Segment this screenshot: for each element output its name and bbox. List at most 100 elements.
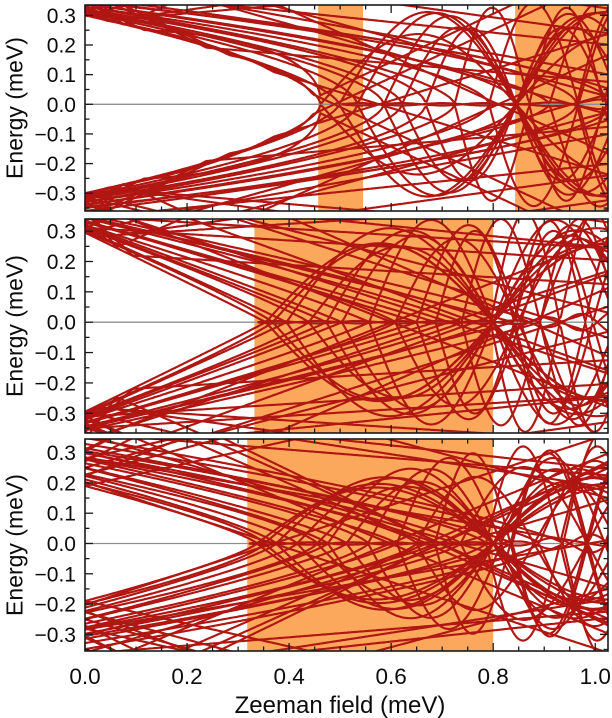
axis-ticks	[84, 5, 608, 211]
energy-level-curve	[100, 5, 608, 106]
energy-level-curve	[257, 319, 608, 333]
y-tick-label: 0.3	[47, 221, 76, 244]
energy-level-curve	[87, 542, 608, 651]
energy-level-curves	[85, 5, 608, 211]
energy-level-curve	[85, 321, 608, 418]
panel-frame	[84, 4, 609, 212]
energy-level-curve	[92, 103, 608, 211]
energy-level-curve	[85, 219, 608, 239]
energy-level-curve	[104, 103, 565, 211]
energy-level-curve	[257, 312, 608, 325]
energy-level-curve	[190, 103, 608, 211]
y-axis-label-panel-1: Energy (meV)	[1, 37, 28, 179]
energy-level-curve	[85, 219, 608, 324]
y-tick-label: 0.1	[47, 281, 76, 304]
panel-2: 0.3 0.2 0.1 0.0 −0.1 −0.2 −0.3	[35, 218, 609, 434]
energy-level-curves	[85, 219, 608, 433]
y-tick-label: −0.1	[35, 563, 76, 586]
energy-level-curve	[187, 219, 608, 323]
energy-level-curve	[105, 610, 608, 651]
y-tick-label: 0.1	[47, 503, 76, 526]
y-tick-label: −0.1	[35, 342, 76, 365]
energy-level-curve	[85, 542, 608, 631]
energy-level-curve	[85, 618, 200, 651]
energy-level-curve	[85, 321, 608, 433]
energy-level-curve	[85, 359, 608, 433]
energy-level-curve	[85, 227, 608, 323]
energy-level-curve	[85, 5, 608, 105]
energy-level-curve	[85, 394, 608, 430]
y-tick-label: 0.3	[47, 442, 76, 465]
energy-level-curve	[237, 395, 608, 433]
energy-level-curve	[85, 439, 608, 545]
energy-level-curve	[85, 542, 608, 651]
energy-level-curve	[85, 442, 608, 544]
y-tick-label: −0.3	[35, 624, 76, 647]
energy-level-curve	[85, 12, 608, 106]
energy-level-curve	[85, 5, 608, 98]
y-tick-label: 0.3	[47, 5, 76, 28]
energy-level-curve	[85, 542, 608, 651]
energy-level-curve	[85, 406, 497, 433]
energy-level-curve	[85, 226, 608, 262]
y-tick-label: 0.0	[47, 312, 76, 335]
energy-level-curve	[85, 104, 608, 208]
energy-level-curve	[115, 219, 608, 250]
energy-level-curve	[120, 5, 549, 106]
energy-level-curve	[85, 219, 381, 238]
energy-level-curve	[85, 405, 608, 433]
energy-level-curve	[216, 5, 608, 46]
y-tick-label: 0.2	[47, 472, 76, 495]
energy-level-curve	[312, 219, 608, 249]
energy-level-curve	[90, 219, 608, 286]
energy-level-curve	[97, 439, 608, 545]
energy-level-curve	[85, 439, 608, 545]
x-tick-label: 0.4	[273, 664, 304, 689]
energy-level-curve	[85, 187, 383, 211]
energy-level-curve	[85, 5, 608, 105]
energy-level-curves	[85, 439, 608, 651]
y-tick-label: −0.2	[35, 594, 76, 617]
y-tick-label: −0.3	[35, 183, 76, 206]
energy-level-curve	[85, 542, 607, 651]
energy-level-curve	[85, 110, 608, 211]
energy-level-curve	[111, 5, 608, 83]
x-tick-label: 1.0	[580, 664, 611, 689]
x-axis-label: Zeeman field (meV)	[234, 692, 446, 718]
energy-level-curve	[341, 102, 608, 111]
energy-level-curve	[323, 439, 608, 471]
energy-level-curve	[85, 5, 608, 22]
energy-level-curve	[295, 616, 608, 651]
panel-3: 0.3 0.2 0.1 0.0 −0.1 −0.2 −0.3 0.0 0.2 0.4 0.6 0.8 1…	[35, 438, 611, 689]
x-tick-label: 0.2	[171, 664, 202, 689]
y-tick-label: −0.1	[35, 123, 76, 146]
energy-level-curve	[85, 112, 608, 211]
energy-level-curve	[85, 439, 189, 469]
energy-level-curve	[217, 5, 608, 106]
y-tick-label: 0.1	[47, 64, 76, 87]
energy-level-curve	[248, 533, 608, 546]
energy-level-curve	[94, 219, 608, 324]
energy-level-curve	[184, 439, 608, 545]
energy-level-curve	[85, 587, 608, 651]
energy-level-curve	[92, 125, 608, 211]
energy-level-curve	[88, 321, 608, 433]
y-tick-label: 0.0	[47, 533, 76, 556]
energy-level-curve	[85, 627, 191, 651]
energy-level-curve	[85, 542, 608, 651]
y-axis-label-panel-3: Energy (meV)	[1, 474, 28, 616]
energy-level-curve	[85, 103, 608, 196]
energy-level-curve	[85, 439, 608, 500]
panel-1: 0.3 0.2 0.1 0.0 −0.1 −0.2 −0.3	[35, 4, 609, 212]
y-tick-label: 0.2	[47, 35, 76, 58]
y-tick-label: −0.2	[35, 153, 76, 176]
energy-level-curve	[88, 5, 515, 97]
energy-level-curve	[85, 382, 608, 418]
energy-level-curve	[85, 103, 608, 208]
energy-level-curve	[215, 5, 608, 76]
energy-level-curve	[106, 321, 608, 433]
energy-level-curve	[85, 321, 608, 426]
y-tick-label: 0.2	[47, 251, 76, 274]
energy-level-curve	[85, 321, 608, 428]
energy-level-curve	[85, 174, 608, 211]
